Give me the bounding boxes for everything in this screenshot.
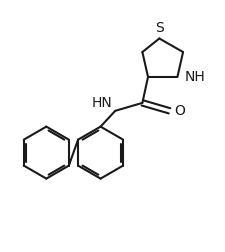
Text: HN: HN (91, 95, 112, 109)
Text: O: O (174, 103, 184, 117)
Text: S: S (154, 20, 163, 34)
Text: NH: NH (183, 70, 204, 83)
